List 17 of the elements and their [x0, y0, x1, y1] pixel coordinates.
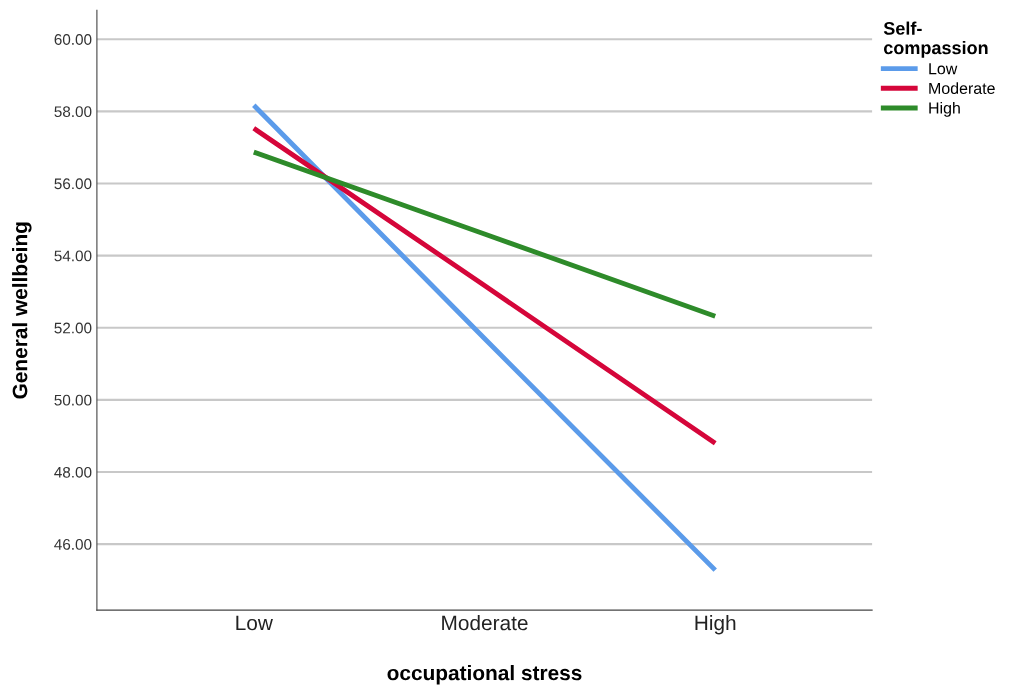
y-tick-label: 56.00 [54, 178, 92, 190]
y-tick-label: 46.00 [54, 539, 92, 550]
y-tick-label: 54.00 [54, 250, 92, 262]
legend-title: Self-compassion [883, 21, 988, 58]
x-axis-title: occupational stress [387, 664, 582, 685]
legend-label: Moderate [929, 82, 995, 95]
y-tick-label: 48.00 [54, 466, 92, 478]
x-tick-label: Moderate [442, 615, 528, 631]
y-tick-label: 58.00 [54, 106, 92, 118]
y-tick-label: 60.00 [54, 34, 92, 45]
y-tick-label: 50.00 [54, 394, 92, 406]
legend-label: Low [929, 63, 958, 75]
x-tick-label: Low [236, 615, 273, 631]
y-axis-title: General wellbeing [12, 222, 32, 399]
x-tick-label: High [695, 615, 736, 635]
legend-label: High [929, 101, 960, 117]
y-tick-label: 52.00 [54, 322, 92, 334]
